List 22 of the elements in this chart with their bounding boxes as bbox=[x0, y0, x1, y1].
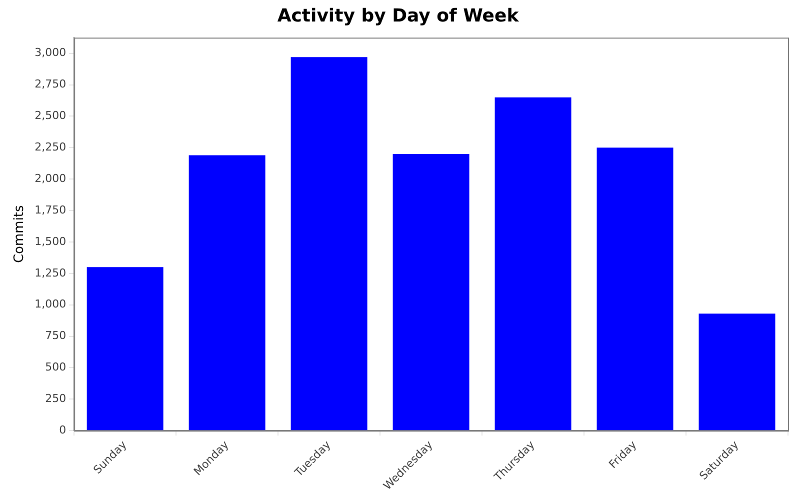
y-tick-label: 1,000 bbox=[34, 298, 66, 311]
y-tick-label: 1,250 bbox=[34, 266, 66, 280]
y-tick-label: 1,750 bbox=[34, 203, 66, 216]
y-tick-label: 750 bbox=[45, 329, 66, 342]
y-tick-label: 500 bbox=[45, 360, 66, 374]
bar bbox=[698, 314, 776, 430]
y-tick-label: 2,500 bbox=[34, 109, 66, 122]
y-tick-label: 3,000 bbox=[34, 46, 66, 60]
chart-title: Activity by Day of Week bbox=[277, 5, 520, 26]
y-tick-label: 1,500 bbox=[34, 234, 66, 248]
bar bbox=[596, 148, 674, 430]
y-axis-title: Commits bbox=[12, 204, 28, 264]
bar bbox=[290, 57, 368, 430]
y-tick-label: 2,750 bbox=[34, 78, 66, 91]
y-tick-label: 2,000 bbox=[34, 172, 66, 185]
bar bbox=[392, 154, 470, 430]
bar bbox=[86, 267, 164, 430]
y-tick-label: 0 bbox=[59, 423, 66, 436]
y-tick-label: 2,250 bbox=[34, 140, 66, 154]
bar bbox=[494, 97, 572, 430]
y-tick-label: 250 bbox=[45, 392, 66, 406]
bar bbox=[188, 155, 266, 430]
